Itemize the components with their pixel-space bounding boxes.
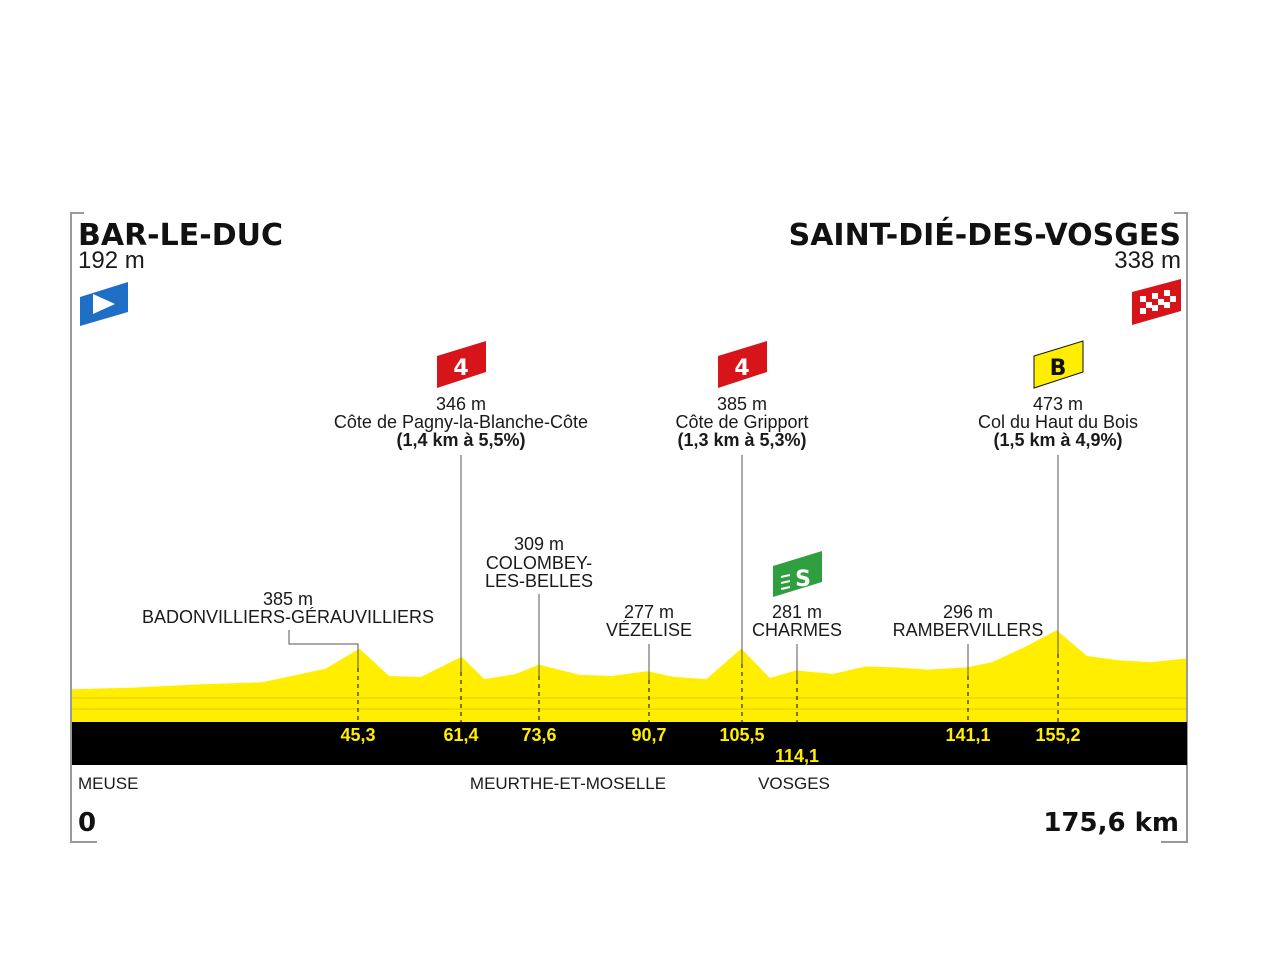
town-name-line1: COLOMBEY- (486, 553, 592, 573)
km-label: 141,1 (945, 725, 990, 745)
town-colombey: 309 m COLOMBEY- LES-BELLES (485, 534, 593, 591)
sprint-name: CHARMES (752, 620, 842, 640)
climb-detail: (1,3 km à 5,3%) (677, 430, 806, 450)
climb-altitude: 385 m (717, 394, 767, 414)
town-vezelise: 277 m VÉZELISE (606, 602, 692, 640)
start-name: BAR-LE-DUC (78, 218, 283, 253)
finish-flag-icon (1132, 279, 1181, 325)
svg-text:4: 4 (734, 356, 749, 381)
department-meuse: MEUSE (78, 774, 138, 793)
department-vosges: VOSGES (758, 774, 830, 793)
climb-detail: (1,4 km à 5,5%) (396, 430, 525, 450)
km-label: 73,6 (521, 725, 556, 745)
sprint-badge-icon: S (773, 551, 822, 597)
km-band (72, 722, 1187, 765)
bonus-b-badge-icon: B (1033, 340, 1084, 389)
km-label: 61,4 (443, 725, 478, 745)
svg-text:B: B (1050, 356, 1067, 381)
town-altitude: 385 m (263, 589, 313, 609)
climb-cat4-pagny: 4 346 m Côte de Pagny-la-Blanche-Côte (1… (334, 341, 588, 450)
km-label: 45,3 (340, 725, 375, 745)
town-altitude: 309 m (514, 534, 564, 554)
department-meurthe-et-moselle: MEURTHE-ET-MOSELLE (470, 774, 666, 793)
svg-text:4: 4 (453, 356, 468, 381)
km-dashes (357, 654, 1059, 722)
profile-stripes (72, 697, 1186, 710)
distance-start: 0 (78, 808, 96, 838)
finish-name: SAINT-DIÉ-DES-VOSGES (789, 217, 1181, 253)
svg-text:S: S (795, 567, 811, 592)
distance-total: 175,6 km (1043, 808, 1179, 838)
start-altitude: 192 m (78, 247, 145, 274)
km-label: 155,2 (1035, 725, 1080, 745)
climb-name: Côte de Gripport (675, 412, 808, 432)
start-flag-icon (80, 282, 128, 326)
km-labels: 45,3 61,4 73,6 90,7 105,5 114,1 141,1 15… (340, 725, 1080, 766)
town-name-line2: LES-BELLES (485, 571, 593, 591)
pointer-lines (288, 455, 1059, 680)
town-name: RAMBERVILLERS (893, 620, 1044, 640)
town-altitude: 296 m (943, 602, 993, 622)
finish-altitude: 338 m (1114, 247, 1181, 274)
climb-cat4-gripport: 4 385 m Côte de Gripport (1,3 km à 5,3%) (675, 341, 809, 450)
town-name: BADONVILLIERS-GÉRAUVILLIERS (142, 607, 434, 627)
town-rambervillers: 296 m RAMBERVILLERS (893, 602, 1044, 640)
climb-name: Côte de Pagny-la-Blanche-Côte (334, 412, 588, 432)
town-altitude: 277 m (624, 602, 674, 622)
sprint-altitude: 281 m (772, 602, 822, 622)
category-4-badge-icon: 4 (437, 341, 486, 388)
elevation-area (72, 630, 1186, 722)
km-label: 105,5 (719, 725, 764, 745)
town-name: VÉZELISE (606, 620, 692, 640)
climb-detail: (1,5 km à 4,9%) (993, 430, 1122, 450)
climb-name: Col du Haut du Bois (978, 412, 1138, 432)
climb-altitude: 346 m (436, 394, 486, 414)
category-4-badge-icon: 4 (718, 341, 767, 388)
km-label: 90,7 (631, 725, 666, 745)
climb-catB-haut-du-bois: B 473 m Col du Haut du Bois (1,5 km à 4,… (978, 340, 1138, 450)
town-badonvilliers: 385 m BADONVILLIERS-GÉRAUVILLIERS (142, 589, 434, 627)
km-label: 114,1 (775, 746, 819, 766)
climb-altitude: 473 m (1033, 394, 1083, 414)
sprint-charmes: S 281 m CHARMES (752, 551, 842, 640)
